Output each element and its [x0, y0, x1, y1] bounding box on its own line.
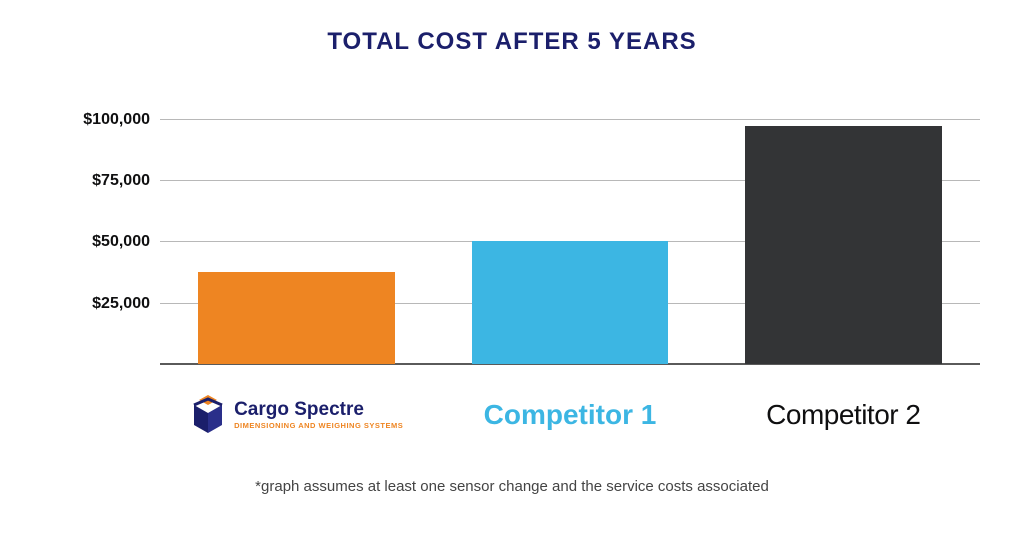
- bar-cargo-spectre: [198, 272, 395, 364]
- ytick-label-0: $25,000: [70, 295, 150, 313]
- chart-area: $25,000 $50,000 $75,000 $100,000: [80, 95, 980, 365]
- cargo-spectre-logo: Cargo Spectre DIMENSIONING AND WEIGHING …: [190, 395, 403, 435]
- x-axis-labels: Cargo Spectre DIMENSIONING AND WEIGHING …: [160, 380, 980, 450]
- cargo-spectre-cube-icon: [190, 395, 226, 435]
- footnote-text: *graph assumes at least one sensor chang…: [255, 478, 769, 495]
- bar-competitor-1: [472, 241, 669, 364]
- ytick-label-1: $50,000: [70, 233, 150, 251]
- cargo-spectre-tagline: DIMENSIONING AND WEIGHING SYSTEMS: [234, 422, 403, 430]
- competitor-1-label: Competitor 1: [484, 399, 657, 431]
- cargo-spectre-brand: Cargo Spectre: [234, 400, 364, 419]
- ytick-label-2: $75,000: [70, 172, 150, 190]
- chart-container: TOTAL COST AFTER 5 YEARS $25,000 $50,000…: [0, 0, 1024, 537]
- xlabel-competitor-1: Competitor 1: [433, 380, 706, 450]
- footnote: *graph assumes at least one sensor chang…: [0, 478, 1024, 495]
- ytick-label-3: $100,000: [70, 111, 150, 129]
- chart-title-text: TOTAL COST AFTER 5 YEARS: [327, 28, 696, 55]
- chart-title: TOTAL COST AFTER 5 YEARS: [0, 28, 1024, 56]
- competitor-2-label: Competitor 2: [766, 399, 920, 431]
- gridline-3: [160, 119, 980, 120]
- cargo-spectre-logo-text: Cargo Spectre DIMENSIONING AND WEIGHING …: [234, 400, 403, 430]
- xlabel-competitor-2: Competitor 2: [707, 380, 980, 450]
- xlabel-cargo-spectre: Cargo Spectre DIMENSIONING AND WEIGHING …: [160, 380, 433, 450]
- plot-area: [160, 95, 980, 365]
- bar-competitor-2: [745, 126, 942, 364]
